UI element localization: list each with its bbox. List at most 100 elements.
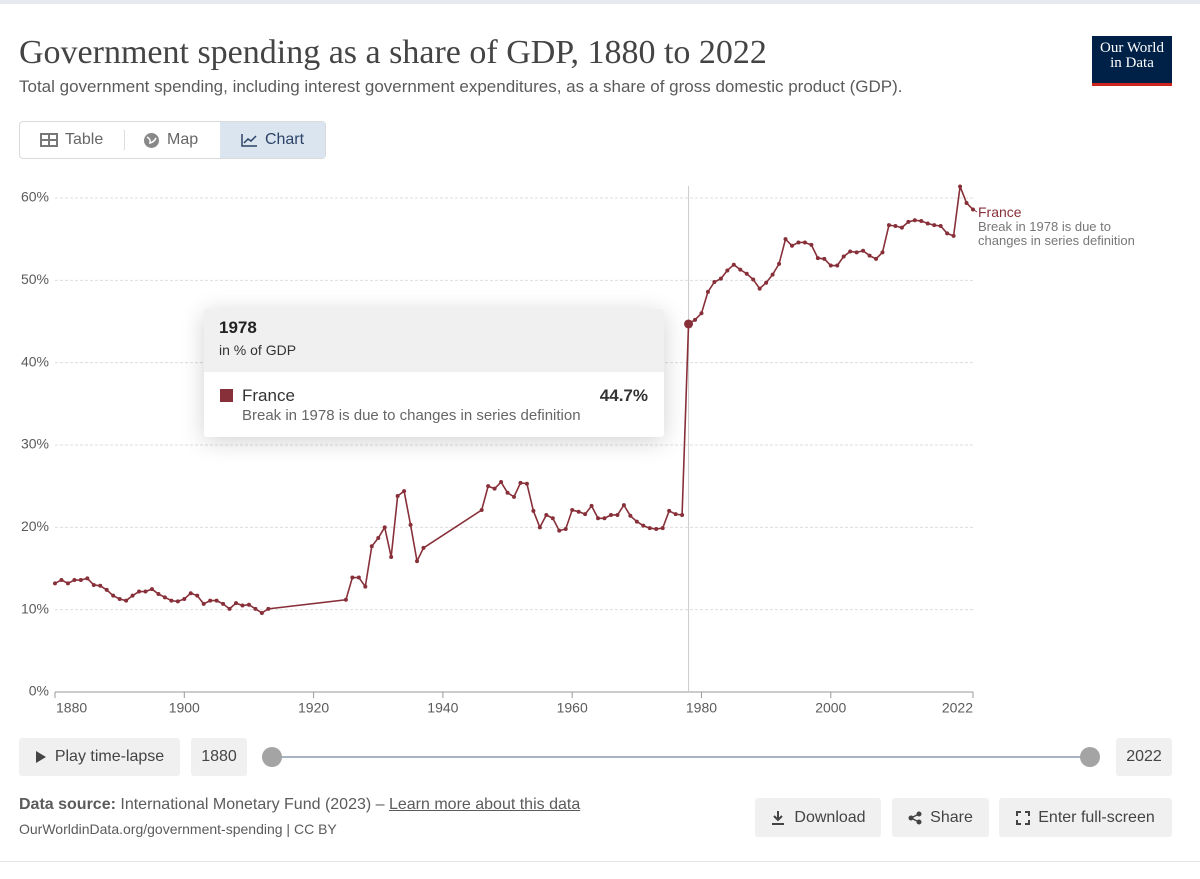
point <box>789 243 794 248</box>
button-label: Download <box>794 808 866 826</box>
series-label: France <box>978 204 1022 220</box>
y-tick-label: 40% <box>21 353 49 369</box>
timeline-end-label: 2022 <box>1126 748 1162 765</box>
play-button[interactable]: Play time-lapse <box>19 738 180 776</box>
point <box>725 268 730 273</box>
tooltip-header: 1978 in % of GDP <box>204 309 664 372</box>
logo[interactable]: Our World in Data <box>1092 36 1172 86</box>
point <box>376 536 381 541</box>
point <box>841 254 846 259</box>
x-tick-label: 1960 <box>557 700 588 716</box>
share-button[interactable]: Share <box>892 798 989 837</box>
slider-handle[interactable] <box>262 747 282 767</box>
tooltip: 1978 in % of GDP France Break in 1978 is… <box>204 309 664 437</box>
point <box>634 519 639 524</box>
chart: 0% 10% 20% 30% 40% 50% 60% 1880 1900 1920 1940 1960… <box>21 184 978 716</box>
point <box>886 223 891 228</box>
point <box>143 589 148 594</box>
point <box>684 319 694 329</box>
point <box>557 528 562 533</box>
point <box>544 512 549 517</box>
point <box>221 601 226 606</box>
point <box>343 597 348 602</box>
point <box>919 219 924 224</box>
point <box>906 219 911 224</box>
x-tick-label: 1920 <box>298 700 329 716</box>
slider-handle[interactable] <box>1080 747 1100 767</box>
tab[interactable]: Map <box>143 122 198 158</box>
tab-active[interactable]: Chart <box>220 122 325 158</box>
tooltip-series: France <box>242 386 295 405</box>
point <box>492 486 497 491</box>
point <box>822 256 827 261</box>
point <box>680 512 685 517</box>
point <box>783 237 788 242</box>
x-tick-label: 2000 <box>815 700 846 716</box>
source-link[interactable]: Learn more about this data <box>388 796 581 813</box>
button-label: Share <box>930 808 973 826</box>
fullscreen-button[interactable]: Enter full-screen <box>999 798 1172 837</box>
timeline-start-label: 1880 <box>201 748 237 765</box>
point <box>253 606 258 611</box>
point <box>259 610 264 615</box>
point <box>382 525 387 530</box>
tab-label: Chart <box>264 131 305 148</box>
logo-line: Our World <box>1100 40 1164 56</box>
tab-bar: Table Map Chart <box>19 121 326 159</box>
point <box>667 508 672 513</box>
line-end-label: France Break in 1978 is due to changes i… <box>978 204 1148 248</box>
point <box>486 484 491 489</box>
point <box>602 516 607 521</box>
point <box>537 525 542 530</box>
point <box>117 596 122 601</box>
url: OurWorldinData.org/government-spending |… <box>19 821 337 837</box>
point <box>647 526 652 531</box>
point <box>893 223 898 228</box>
point <box>98 583 103 588</box>
tooltip-swatch <box>220 389 233 402</box>
point <box>408 522 413 527</box>
point <box>751 277 756 282</box>
point <box>867 253 872 258</box>
point <box>757 286 762 291</box>
logo-line: in Data <box>1110 55 1154 71</box>
point <box>421 545 426 550</box>
point <box>169 598 174 603</box>
point <box>240 603 245 608</box>
point <box>583 512 588 517</box>
point <box>660 526 665 531</box>
x-tick-label: 1940 <box>427 700 458 716</box>
line <box>54 186 974 614</box>
tooltip-title: 1978 <box>219 318 257 337</box>
tab[interactable]: Table <box>40 122 103 158</box>
point <box>65 581 70 586</box>
point <box>175 599 180 604</box>
source: International Monetary Fund (2023) – <box>120 796 385 813</box>
chart-title: Government spending as a share of GDP, 1… <box>19 34 767 71</box>
point <box>531 508 536 513</box>
point <box>124 598 129 603</box>
point <box>945 231 950 236</box>
point <box>91 582 96 587</box>
point <box>195 593 200 598</box>
point <box>576 509 581 514</box>
chart-subtitle: Total government spending, including int… <box>19 77 903 96</box>
tooltip-unit: in % of GDP <box>219 342 297 358</box>
point <box>266 606 271 611</box>
download-button[interactable]: Download <box>755 798 881 837</box>
point <box>156 592 161 597</box>
point <box>712 279 717 284</box>
point <box>628 513 633 518</box>
point <box>596 516 601 521</box>
point <box>608 512 613 517</box>
y-tick-label: 0% <box>29 683 49 699</box>
point <box>848 249 853 254</box>
point <box>563 526 568 531</box>
tab-divider <box>124 130 125 150</box>
point <box>402 489 407 494</box>
point <box>104 587 109 592</box>
point <box>78 578 83 583</box>
point <box>208 598 213 603</box>
point <box>149 587 154 592</box>
y-tick-label: 50% <box>21 271 49 287</box>
